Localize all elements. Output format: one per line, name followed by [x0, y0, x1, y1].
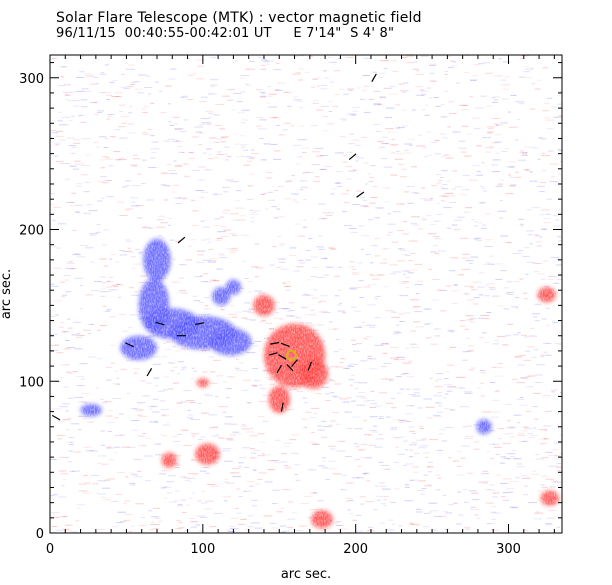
- vector-mark: [280, 342, 290, 347]
- x-tick-label: 300: [496, 542, 521, 557]
- vector-mark: [278, 354, 287, 360]
- y-tick-label: 200: [19, 224, 44, 239]
- x-axis-label: arc sec.: [281, 567, 331, 582]
- x-tick-label: 100: [190, 542, 215, 557]
- vector-mark: [177, 236, 186, 244]
- vector-mark: [286, 363, 294, 372]
- vector-mark: [146, 367, 153, 377]
- y-tick-label: 0: [36, 527, 44, 542]
- vector-mark: [51, 414, 61, 421]
- vector-mark: [371, 73, 377, 82]
- vector-mark: [268, 352, 278, 356]
- vector-mark: [348, 153, 357, 161]
- x-tick-label: 200: [343, 542, 368, 557]
- x-tick-label: 0: [46, 542, 54, 557]
- grain-overlay: [50, 55, 562, 533]
- vector-mark: [356, 191, 365, 198]
- chart-subtitle: 96/11/15 00:40:55-00:42:01 UT E 7'14" S …: [56, 26, 395, 41]
- y-axis-label: arc sec.: [0, 269, 14, 319]
- vector-mark: [307, 361, 312, 371]
- plot-frame: [49, 54, 563, 534]
- vector-mark: [155, 321, 165, 326]
- y-tick-label: 100: [19, 375, 44, 390]
- vector-mark: [276, 364, 283, 374]
- axes: 0 100 200 300 0 100 200 300: [19, 55, 562, 557]
- transverse-field-vectors: [51, 73, 377, 421]
- field-image: [50, 55, 562, 533]
- y-tick-label: 300: [19, 72, 44, 87]
- vector-mark: [291, 359, 298, 367]
- vector-mark: [280, 402, 284, 412]
- vector-mark: [270, 341, 280, 345]
- vector-mark: [195, 322, 205, 325]
- vector-mark: [125, 342, 134, 348]
- chart-title: Solar Flare Telescope (MTK) : vector mag…: [56, 10, 422, 26]
- marker-circle: [286, 350, 297, 361]
